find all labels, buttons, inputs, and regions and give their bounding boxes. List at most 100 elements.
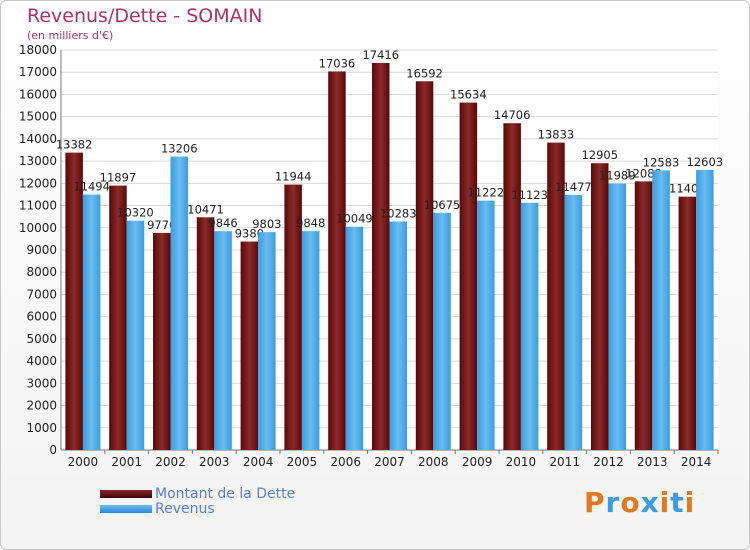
data-label-revenus: 9848 <box>296 216 325 230</box>
data-label-dette: 17416 <box>362 48 399 62</box>
y-tick-label: 13000 <box>19 154 57 168</box>
data-label-revenus: 11989 <box>599 169 636 183</box>
y-tick-label: 8000 <box>26 265 57 279</box>
data-label-revenus: 11222 <box>468 186 505 200</box>
data-label-revenus: 12603 <box>687 155 724 169</box>
y-tick-label: 6000 <box>26 310 57 324</box>
data-label-revenus: 11123 <box>511 188 548 202</box>
bar-dette <box>591 163 609 450</box>
y-tick-label: 11000 <box>19 199 57 213</box>
x-tick-label: 2005 <box>287 455 318 469</box>
bar-dette <box>678 196 697 450</box>
y-tick-label: 3000 <box>26 376 57 390</box>
x-tick-label: 2014 <box>681 455 712 469</box>
bar-revenus <box>652 170 670 450</box>
bar-revenus <box>345 226 364 450</box>
bar-dette <box>109 185 127 450</box>
y-tick-label: 2000 <box>26 399 57 413</box>
bar-dette <box>196 217 215 450</box>
data-label-revenus: 10049 <box>336 212 373 226</box>
x-tick-label: 2007 <box>374 455 405 469</box>
bar-dette <box>328 71 346 450</box>
bar-dette <box>284 184 302 451</box>
x-tick-label: 2000 <box>68 455 99 469</box>
y-tick-label: 12000 <box>19 176 57 190</box>
data-label-revenus: 10283 <box>380 206 417 220</box>
y-tick-label: 9000 <box>26 243 57 257</box>
bar-dette <box>503 123 521 450</box>
bar-dette <box>459 102 478 451</box>
legend-label-dette: Montant de la Dette <box>155 486 296 502</box>
bar-dette <box>153 232 171 450</box>
y-tick-label: 15000 <box>19 110 57 124</box>
bar-revenus <box>170 156 188 451</box>
y-tick-label: 0 <box>49 443 57 457</box>
bar-revenus <box>433 212 451 450</box>
legend-label-revenus: Revenus <box>155 501 215 517</box>
chart-subtitle: (en milliers d'€) <box>27 29 114 42</box>
y-tick-label: 7000 <box>26 287 57 301</box>
data-label-dette: 15634 <box>450 88 487 102</box>
bar-revenus <box>258 232 276 450</box>
bar-revenus <box>696 169 714 450</box>
bar-dette <box>547 142 565 450</box>
legend-swatch-revenus <box>100 505 152 513</box>
proxiti-logo: Proxiti <box>584 486 696 519</box>
bar-revenus <box>126 220 145 450</box>
data-label-dette: 17036 <box>319 56 356 70</box>
y-tick-label: 1000 <box>26 421 57 435</box>
y-tick-label: 18000 <box>19 43 57 57</box>
data-label-dette: 9380 <box>235 227 264 241</box>
data-label-dette: 10471 <box>187 202 224 216</box>
bar-revenus <box>301 231 320 450</box>
y-tick-label: 16000 <box>19 87 57 101</box>
bar-revenus <box>82 194 101 450</box>
bar-revenus <box>389 221 407 450</box>
y-tick-label: 17000 <box>19 65 57 79</box>
x-tick-label: 2004 <box>243 455 274 469</box>
data-label-dette: 12905 <box>581 148 618 162</box>
y-tick-label: 10000 <box>19 221 57 235</box>
data-label-revenus: 11494 <box>73 180 110 194</box>
data-label-dette: 16592 <box>406 66 443 80</box>
bar-dette <box>65 152 83 450</box>
legend-swatch-dette <box>100 490 152 498</box>
data-label-dette: 13833 <box>538 128 575 142</box>
data-label-revenus: 9803 <box>252 217 281 231</box>
x-tick-label: 2008 <box>418 455 449 469</box>
data-label-revenus: 9846 <box>208 216 237 230</box>
x-tick-label: 2013 <box>637 455 668 469</box>
bar-dette <box>415 81 434 451</box>
y-tick-label: 4000 <box>26 354 57 368</box>
bar-revenus <box>564 194 583 450</box>
bar-revenus <box>214 231 232 450</box>
bar-revenus <box>477 200 495 450</box>
data-label-dette: 11897 <box>100 171 137 185</box>
x-tick-label: 2011 <box>549 455 580 469</box>
data-label-dette: 9770 <box>147 218 176 232</box>
x-tick-label: 2010 <box>506 455 537 469</box>
data-label-revenus: 12583 <box>643 155 680 169</box>
y-tick-label: 14000 <box>19 132 57 146</box>
x-tick-label: 2012 <box>593 455 624 469</box>
data-label-dette: 11944 <box>275 170 312 184</box>
x-tick-label: 2003 <box>199 455 230 469</box>
data-label-revenus: 11477 <box>555 180 592 194</box>
chart-title: Revenus/Dette - SOMAIN <box>27 5 263 27</box>
x-tick-label: 2002 <box>155 455 186 469</box>
data-label-dette: 13382 <box>56 138 93 152</box>
data-label-revenus: 10320 <box>117 206 154 220</box>
bar-revenus <box>608 183 626 451</box>
data-label-revenus: 10675 <box>424 198 461 212</box>
x-tick-label: 2006 <box>330 455 361 469</box>
bar-dette <box>634 181 653 450</box>
x-tick-label: 2001 <box>111 455 142 469</box>
y-tick-label: 5000 <box>26 332 57 346</box>
x-tick-label: 2009 <box>462 455 493 469</box>
data-label-dette: 14706 <box>494 108 531 122</box>
bar-dette <box>240 241 259 450</box>
bar-dette <box>372 62 390 450</box>
data-label-revenus: 13206 <box>161 142 198 156</box>
bar-revenus <box>520 202 539 450</box>
